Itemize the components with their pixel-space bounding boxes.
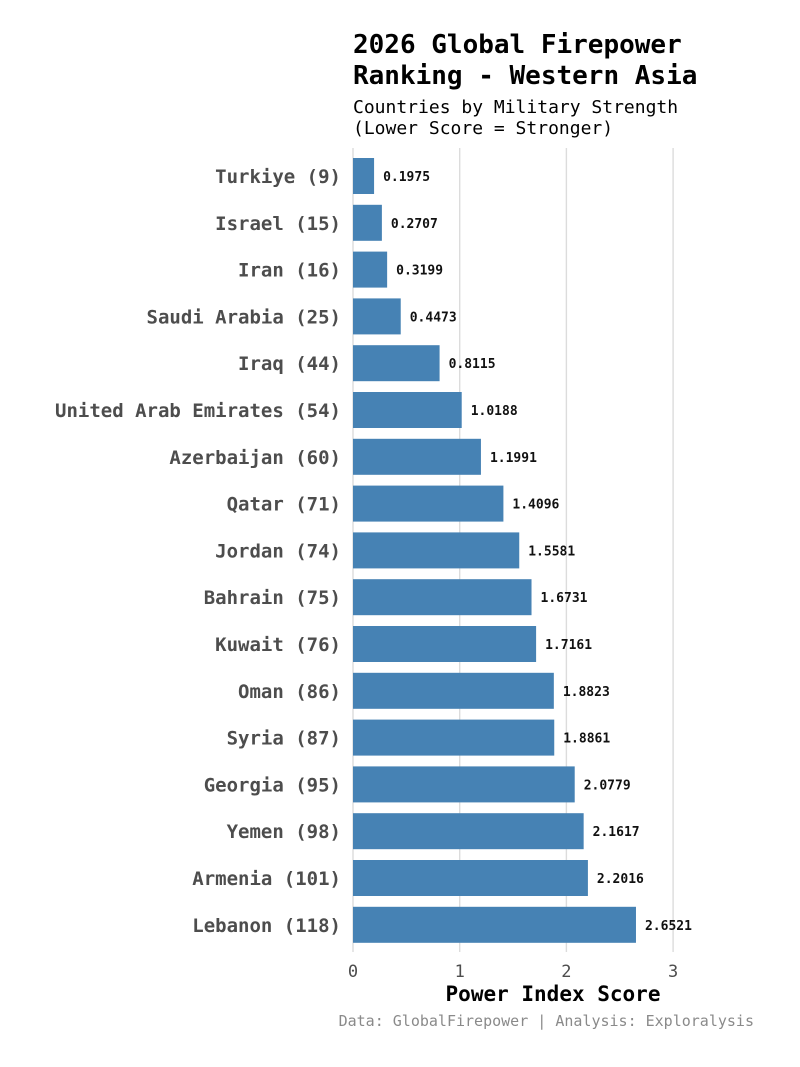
bar [353, 626, 537, 662]
bar [353, 485, 504, 522]
x-tick-label: 1 [455, 962, 465, 982]
category-label: Kuwait (76) [215, 634, 341, 656]
chart-title: 2026 Global Firepower Ranking - Western … [353, 30, 698, 91]
data-label: 2.0779 [584, 778, 631, 793]
category-label: United Arab Emirates (54) [55, 400, 341, 422]
category-label: Iraq (44) [238, 353, 341, 375]
x-tick-label: 2 [561, 962, 571, 982]
data-label: 0.4473 [410, 310, 457, 325]
data-label: 1.1991 [490, 451, 537, 466]
bar [353, 438, 481, 475]
category-label: Oman (86) [238, 681, 341, 703]
bar [353, 906, 636, 943]
bar [353, 204, 382, 241]
bar [353, 766, 575, 803]
data-label: 0.2707 [391, 217, 438, 232]
data-label: 1.4096 [512, 498, 559, 513]
x-axis-title: Power Index Score [446, 982, 661, 1006]
data-label: 1.5581 [528, 544, 575, 559]
category-label: Syria (87) [227, 728, 341, 750]
data-label: 1.8861 [563, 732, 610, 747]
data-label: 0.3199 [396, 264, 443, 279]
bar [353, 392, 462, 428]
data-label: 0.8115 [449, 357, 496, 372]
category-label: Israel (15) [215, 213, 341, 235]
category-label: Azerbaijan (60) [169, 447, 341, 469]
category-label: Yemen (98) [227, 821, 341, 843]
data-label: 1.8823 [563, 685, 610, 700]
category-label: Saudi Arabia (25) [147, 306, 341, 328]
category-label: Jordan (74) [215, 540, 341, 562]
bar [353, 813, 584, 850]
data-label: 2.6521 [645, 919, 692, 934]
bar [353, 579, 532, 616]
data-label: 2.2016 [597, 872, 644, 887]
category-label: Qatar (71) [227, 494, 341, 516]
bar [353, 719, 555, 756]
data-label: 0.1975 [383, 170, 430, 185]
data-label: 1.6731 [541, 591, 588, 606]
category-label: Georgia (95) [204, 774, 341, 796]
bar [353, 298, 401, 335]
data-label: 1.0188 [471, 404, 518, 419]
bar [353, 532, 520, 569]
category-label: Turkiye (9) [215, 166, 341, 188]
bar [353, 345, 440, 382]
category-label: Bahrain (75) [204, 587, 341, 609]
bar [353, 672, 554, 709]
source-caption: Data: GlobalFirepower | Analysis: Explor… [338, 1012, 754, 1030]
category-label: Lebanon (118) [192, 915, 341, 937]
bar [353, 158, 375, 194]
x-tick-label: 3 [668, 962, 678, 982]
data-label: 2.1617 [593, 825, 640, 840]
category-label: Iran (16) [238, 260, 341, 282]
data-label: 1.7161 [545, 638, 592, 653]
category-label: Armenia (101) [192, 868, 341, 890]
chart-subtitle: Countries by Military Strength (Lower Sc… [353, 97, 679, 139]
bar [353, 251, 388, 288]
bar [353, 860, 588, 896]
x-tick-label: 0 [348, 962, 358, 982]
